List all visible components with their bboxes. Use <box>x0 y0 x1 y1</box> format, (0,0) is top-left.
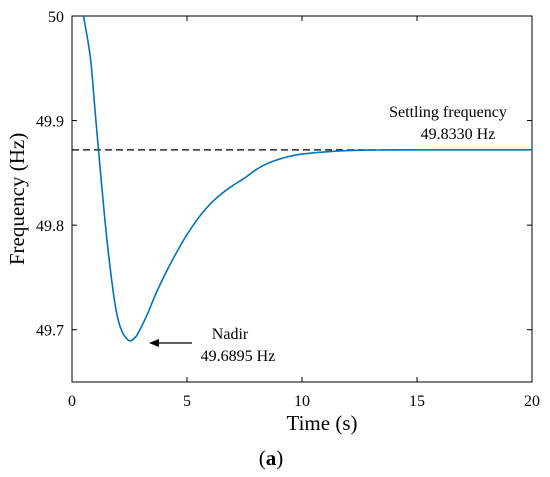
y-tick-label: 50 <box>48 9 64 26</box>
caption-close: ) <box>276 446 283 470</box>
nadir-annotation-title: Nadir <box>212 326 249 343</box>
caption-letter: a <box>266 446 277 470</box>
x-tick-label: 5 <box>183 393 191 410</box>
nadir-annotation-value: 49.6895 Hz <box>201 348 276 365</box>
x-tick-label: 0 <box>68 393 76 410</box>
figure-caption: (a) <box>259 446 284 470</box>
y-tick-label: 49.7 <box>36 323 64 340</box>
x-tick-label: 20 <box>524 393 540 410</box>
settling-annotation: Settling frequency 49.8330 Hz <box>389 104 507 143</box>
y-axis-label: Frequency (Hz) <box>5 133 29 265</box>
y-axis-ticks: 49.7 49.8 49.9 50 <box>36 9 532 340</box>
settling-annotation-title: Settling frequency <box>389 104 507 121</box>
x-tick-label: 10 <box>294 393 310 410</box>
caption-open: ( <box>259 446 266 470</box>
x-tick-label: 15 <box>409 393 425 410</box>
x-axis-label: Time (s) <box>287 411 358 435</box>
nadir-annotation: Nadir 49.6895 Hz <box>149 326 275 365</box>
y-tick-label: 49.9 <box>36 114 64 131</box>
plot-area: 0 5 10 15 20 49.7 49.8 49.9 50 <box>36 9 540 410</box>
x-axis-ticks: 0 5 10 15 20 <box>68 16 540 410</box>
nadir-arrow-head <box>149 339 159 347</box>
frequency-series-line <box>82 15 532 342</box>
y-tick-label: 49.8 <box>36 218 64 235</box>
settling-annotation-value: 49.8330 Hz <box>421 126 496 143</box>
